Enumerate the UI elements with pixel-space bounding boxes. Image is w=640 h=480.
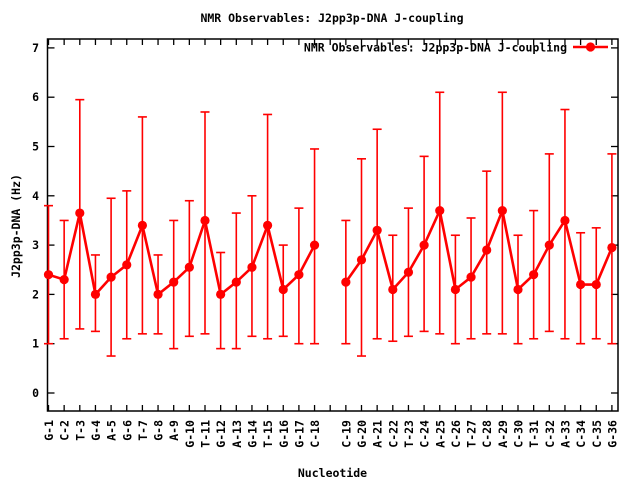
data-point [482,245,492,255]
data-point [403,267,414,277]
data-line [48,212,316,298]
x-tick-label: G-17 [292,420,306,448]
x-tick-label: G-4 [89,420,103,441]
data-point [529,270,539,280]
x-tick-label: G-36 [605,420,619,448]
x-tick-label: C-22 [386,420,400,448]
data-point [231,277,241,287]
y-axis-label: J2pp3p-DNA (Hz) [9,174,23,278]
data-point [544,240,554,250]
legend-label: NMR Observables: J2pp3p-DNA J-coupling [304,41,567,55]
data-point [497,205,507,216]
data-point [419,240,429,250]
data-point [184,262,194,272]
data-point [356,255,367,265]
y-tick-label: 3 [32,238,39,252]
data-point [153,289,163,299]
plot-frame [46,38,619,412]
data-point [59,275,69,285]
data-point [169,277,179,287]
x-tick-label: T-27 [465,420,479,448]
x-tick-label: T-31 [527,420,541,448]
x-tick-label: C-2 [58,420,72,441]
x-tick-label: C-28 [480,420,494,448]
x-tick-label: C-18 [308,420,322,448]
y-tick-label: 2 [32,287,39,301]
y-tick-label: 1 [32,337,39,351]
x-tick-label: A-29 [496,420,510,448]
x-tick-label: G-10 [183,420,197,448]
y-tick-label: 6 [32,90,39,104]
data-point [372,225,382,235]
y-ticks [47,47,618,394]
data-point [466,272,476,282]
data-points [43,205,617,299]
data-point [591,279,601,290]
data-point [90,289,101,299]
x-tick-label: G-12 [214,420,228,448]
x-tick-label: G-16 [277,420,291,448]
y-tick-label: 5 [32,140,39,154]
x-tick-label: T-15 [261,420,275,448]
error-bars [44,91,617,357]
legend-marker-sample [585,42,596,52]
data-point [122,260,132,270]
x-tick-label: G-14 [245,420,259,448]
y-tick-label: 4 [32,189,39,203]
data-point [607,242,617,253]
x-tick-label: A-21 [371,420,385,448]
data-point [137,220,147,230]
data-point [263,220,273,230]
x-tick-label: G-20 [355,420,369,448]
x-tick-label: T-3 [73,420,87,441]
data-point [576,279,586,290]
data-point [309,240,320,250]
x-tick-label: T-11 [199,420,213,448]
x-tick-label: G-6 [120,420,134,441]
data-point [560,215,570,226]
x-tick-label: A-5 [105,420,119,441]
data-point [450,284,460,295]
data-point [106,272,116,282]
x-tick-label: A-13 [230,420,244,448]
legend: NMR Observables: J2pp3p-DNA J-coupling [304,41,608,55]
x-tick-label: T-7 [136,420,150,441]
x-tick-labels: G-1 C-2 T-3 G-4 A-5 G-6 T-7 G-8 A-9 G-10 T-11 G-12 A… [42,420,619,448]
x-tick-label: C-26 [449,420,463,448]
x-ticks [47,39,613,411]
data-point [278,284,288,295]
data-point [200,215,210,226]
data-point [216,289,226,299]
x-tick-label: C-35 [590,420,604,448]
x-tick-label: G-8 [152,420,166,441]
data-point [388,284,398,295]
x-tick-label: C-34 [574,420,588,448]
x-tick-label: A-9 [167,420,181,441]
chart-title: NMR Observables: J2pp3p-DNA J-coupling [200,11,463,25]
x-tick-label: T-23 [402,420,416,448]
x-tick-label: A-33 [558,420,572,448]
data-point [247,262,257,272]
data-point [294,270,304,280]
data-line [344,206,614,293]
x-tick-label: C-32 [543,420,557,448]
data-point [435,205,445,216]
y-tick-labels: 0 1 2 3 4 5 6 7 [32,41,39,400]
x-tick-label: C-30 [512,420,526,448]
x-tick-label: C-24 [418,420,432,448]
data-point [513,284,523,295]
y-tick-label: 7 [32,41,39,55]
data-point [43,270,54,280]
x-tick-label: C-19 [339,420,353,448]
data-lines [48,206,614,298]
x-axis-label: Nucleotide [298,466,367,480]
x-tick-label: G-1 [42,420,56,441]
x-tick-label: A-25 [433,420,447,448]
data-point [75,208,85,218]
data-point [341,277,351,287]
y-tick-label: 0 [32,386,39,400]
